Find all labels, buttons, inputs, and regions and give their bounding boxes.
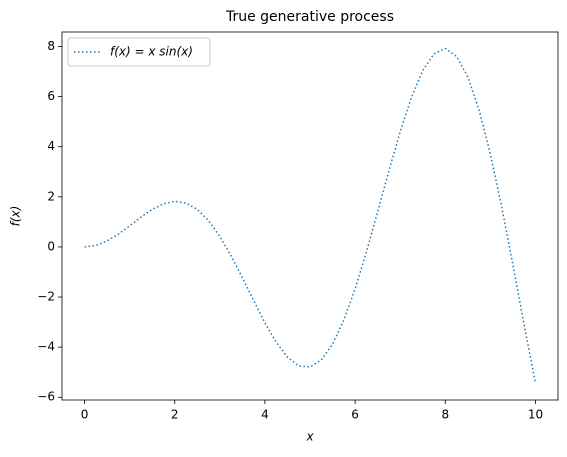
y-tick-label: −6	[37, 390, 55, 404]
x-tick-label: 6	[351, 408, 359, 422]
y-tick-label: 8	[47, 39, 55, 53]
x-tick-label: 10	[528, 408, 543, 422]
legend-box	[67, 37, 211, 67]
plot-frame	[61, 31, 559, 401]
chart-title: True generative process	[225, 9, 394, 25]
y-tick-label: −4	[37, 340, 55, 354]
y-tick-label: 4	[47, 139, 55, 153]
y-tick-label: −2	[37, 290, 55, 304]
x-tick-label: 4	[261, 408, 269, 422]
x-tick-label: 0	[81, 408, 89, 422]
y-tick-label: 6	[47, 89, 55, 103]
data-line	[84, 47, 537, 384]
y-tick-label: 2	[47, 189, 55, 203]
x-tick-label: 2	[171, 408, 179, 422]
y-axis-label: f(x)	[9, 206, 23, 227]
y-tick-label: 0	[47, 239, 55, 253]
x-tick-label: 8	[441, 408, 449, 422]
legend-label: f(x) = x sin(x)	[110, 45, 193, 59]
x-axis-label: x	[305, 430, 314, 444]
